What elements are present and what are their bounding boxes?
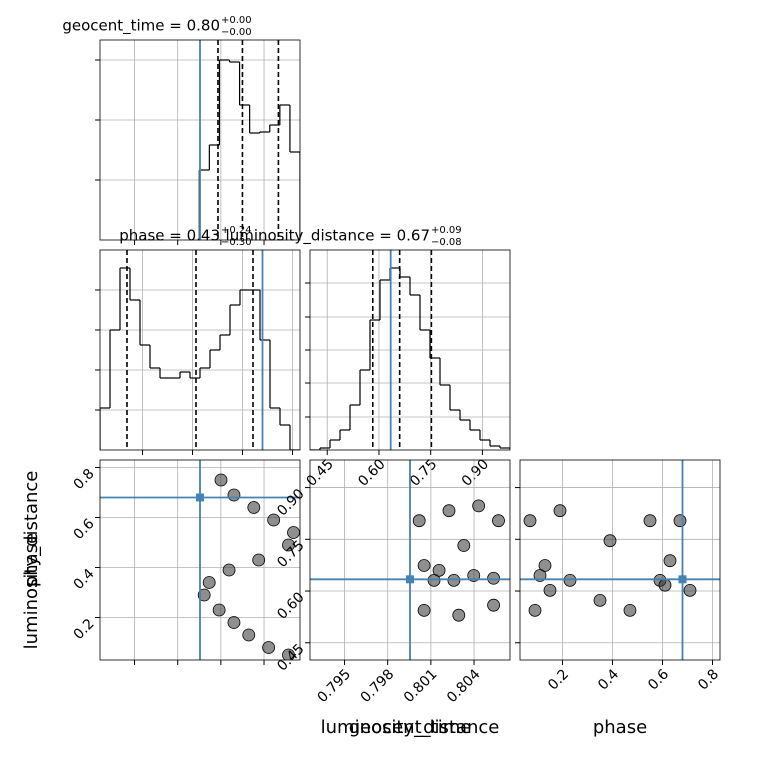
y-tick-label: 0.90 xyxy=(274,486,307,519)
truth-marker xyxy=(678,575,687,584)
sample-point xyxy=(412,514,426,528)
sample-point xyxy=(442,504,456,518)
y-axis-label: luminosity_distance xyxy=(21,471,42,650)
y-axis-label: phase xyxy=(21,533,42,587)
title-sup: +0.24 xyxy=(221,225,252,236)
sample-point xyxy=(227,616,241,629)
x-tick-label: 0.90 xyxy=(459,456,492,489)
x-tick-label: 0.2 xyxy=(545,666,572,693)
x-tick-label: 0.798 xyxy=(358,666,398,706)
sample-point xyxy=(202,576,216,589)
x-axis-label: luminosity_distance xyxy=(321,717,500,738)
x-tick-label: 0.801 xyxy=(401,666,441,706)
title-sub: −0.00 xyxy=(221,27,252,38)
sample-point xyxy=(553,504,567,518)
title-sub: −0.30 xyxy=(221,237,252,248)
sample-point xyxy=(663,554,677,568)
panel-frame xyxy=(519,459,721,661)
y-tick-label: 0.6 xyxy=(71,516,98,543)
sample-point xyxy=(623,603,637,617)
sample-point xyxy=(528,603,542,617)
sample-point xyxy=(427,573,441,587)
sample-point xyxy=(447,573,461,587)
sample-point xyxy=(487,571,500,585)
panel-frame xyxy=(99,459,301,661)
title-sup: +0.00 xyxy=(221,15,252,26)
y-tick-label: 0.75 xyxy=(274,538,307,571)
x-tick-label: 0.45 xyxy=(304,456,337,489)
sample-point xyxy=(603,534,617,548)
panel-title: luminosity_distance = 0.67 xyxy=(226,227,430,246)
sample-point xyxy=(457,539,471,552)
truth-marker xyxy=(196,493,204,502)
x-tick-label: 0.804 xyxy=(444,666,484,706)
sample-point xyxy=(593,593,607,607)
sample-point xyxy=(543,583,557,597)
sample-point xyxy=(432,563,446,577)
sample-point xyxy=(452,608,466,622)
sample-point xyxy=(683,583,697,597)
sample-point xyxy=(658,578,672,592)
sample-point xyxy=(563,573,577,587)
x-tick-label: 0.75 xyxy=(407,456,440,489)
sample-point xyxy=(538,559,552,572)
panel-frame xyxy=(309,249,511,451)
sample-point xyxy=(262,641,276,654)
sample-point xyxy=(212,603,226,617)
sample-point xyxy=(247,501,261,514)
x-tick-label: 0.4 xyxy=(595,666,622,693)
y-tick-label: 0.4 xyxy=(71,566,98,593)
panel-frame xyxy=(99,39,301,241)
sample-point xyxy=(417,559,431,572)
sample-point xyxy=(287,526,300,539)
x-tick-label: 0.60 xyxy=(355,456,388,489)
sample-point xyxy=(492,514,505,528)
sample-point xyxy=(214,473,228,487)
sample-point xyxy=(197,588,211,602)
sample-point xyxy=(227,488,241,502)
sample-point xyxy=(643,514,657,528)
x-tick-label: 0.6 xyxy=(645,666,672,693)
sample-point xyxy=(282,538,295,552)
panel-title: phase = 0.43 xyxy=(119,227,220,245)
y-tick-label: 0.45 xyxy=(274,641,307,674)
sample-point xyxy=(282,648,295,660)
title-sup: +0.09 xyxy=(431,225,462,236)
sample-point xyxy=(523,514,537,528)
sample-point xyxy=(242,628,256,642)
panel-title: geocent_time = 0.80 xyxy=(62,17,220,36)
y-tick-label: 0.2 xyxy=(71,616,98,643)
sample-point xyxy=(252,553,266,567)
y-tick-label: 0.8 xyxy=(71,466,98,493)
sample-point xyxy=(673,514,687,528)
x-tick-label: 0.8 xyxy=(695,666,722,693)
panel-frame xyxy=(99,249,301,451)
panel-frame xyxy=(309,459,511,661)
x-tick-label: 0.795 xyxy=(315,666,355,706)
truth-marker xyxy=(406,575,414,584)
sample-point xyxy=(472,499,486,513)
sample-point xyxy=(417,603,431,617)
x-axis-label: phase xyxy=(593,717,647,738)
title-sub: −0.08 xyxy=(431,237,462,248)
sample-point xyxy=(222,563,236,577)
sample-point xyxy=(267,513,281,527)
sample-point xyxy=(487,598,500,612)
x-axis-label: geocent_time xyxy=(349,717,472,738)
